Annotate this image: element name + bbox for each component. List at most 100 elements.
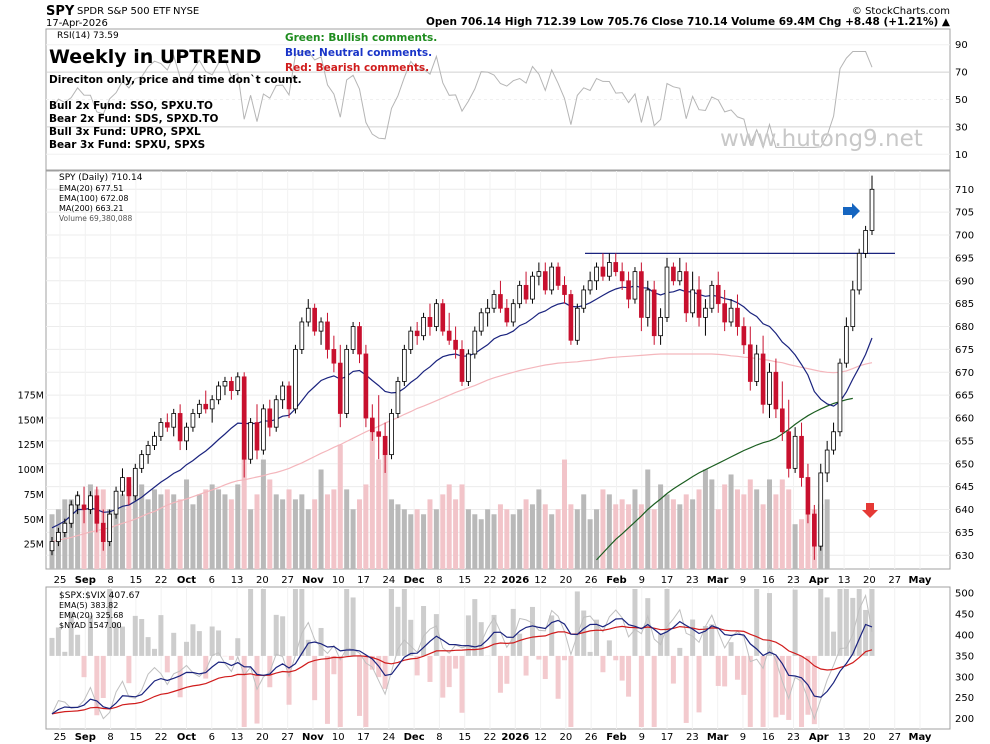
nyad-bar [446, 655, 452, 688]
legend-ma200: MA(200) 663.21 [59, 204, 123, 213]
nyad-bar [87, 615, 93, 656]
candle-body [56, 532, 61, 542]
nyad-bar [241, 655, 247, 727]
nyad-bar [747, 655, 753, 727]
volume-bar [75, 494, 81, 569]
volume-bar [491, 514, 497, 569]
date-tick-label: 6 [209, 732, 215, 743]
nyad-bar [863, 609, 869, 656]
chart-date: 17-Apr-2026 [46, 18, 108, 29]
nyad-bar [427, 655, 433, 682]
volume-bar [331, 489, 337, 569]
volume-tick-label: 125M [18, 440, 44, 451]
candle-body [856, 252, 862, 291]
candle-body [574, 307, 580, 341]
volume-bar [433, 509, 439, 569]
symbol: SPY [46, 4, 75, 19]
candle-body [530, 275, 535, 300]
nyad-bar [670, 655, 676, 684]
price-tick-label: 695 [955, 253, 974, 264]
nyad-bar [145, 637, 151, 656]
price-tick-label: 655 [955, 436, 974, 447]
volume-bar [792, 524, 798, 569]
candle-body [75, 495, 80, 506]
nyad-bar [49, 637, 55, 656]
candle-body [305, 307, 311, 323]
breadth-ema5-line [51, 618, 873, 715]
candle-body [145, 445, 151, 456]
volume-bar [574, 509, 580, 569]
volume-bar [670, 499, 676, 569]
nyad-bar [177, 655, 183, 698]
volume-bar [497, 504, 503, 569]
nyad-bar [734, 655, 740, 680]
candle-body [562, 284, 567, 295]
nyad-bar [619, 655, 625, 681]
volume-bar [408, 514, 414, 569]
candle-body [197, 403, 202, 414]
volume-bar [209, 484, 215, 569]
candle-body [344, 349, 350, 414]
volume-bar [683, 494, 689, 569]
volume-bar [228, 499, 234, 569]
price-tick-label: 665 [955, 391, 974, 402]
candle-body [402, 349, 407, 382]
nyad-bar [702, 625, 708, 656]
date-tick-label: Feb [606, 732, 626, 743]
nyad-bar [350, 597, 356, 656]
candle-body [254, 422, 260, 451]
volume-bars [49, 394, 830, 569]
nyad-bar [472, 599, 478, 656]
volume-bar [741, 494, 747, 569]
date-tick-label: 22 [484, 732, 497, 743]
candle-body [504, 307, 510, 323]
candle-body [94, 495, 100, 524]
candle-body [203, 403, 209, 410]
volume-bar [145, 499, 151, 569]
nyad-bar [158, 615, 164, 656]
volume-bar [754, 489, 760, 569]
volume-bar [632, 489, 638, 569]
volume-bar [645, 469, 651, 569]
date-tick-label: 15 [130, 575, 143, 586]
nyad-bar [536, 655, 542, 660]
candle-body [107, 513, 112, 542]
date-tick-label: 27 [888, 732, 901, 743]
price-tick-label: 650 [955, 459, 974, 470]
volume-bar [369, 429, 375, 569]
nyad-bar [465, 615, 471, 656]
volume-bar [478, 519, 484, 569]
price-tick-label: 630 [955, 551, 974, 562]
nyad-bar [196, 631, 202, 656]
nyad-bar [119, 626, 125, 656]
nyad-bar [856, 589, 862, 656]
volume-bar [440, 494, 446, 569]
volume-tick-label: 100M [18, 465, 44, 476]
volume-bar [664, 494, 670, 569]
date-tick-label: Dec [404, 575, 425, 586]
volume-bar [305, 509, 311, 569]
nyad-bar [369, 655, 375, 670]
nyad-bar [139, 619, 145, 656]
volume-bar [344, 489, 350, 569]
date-tick-label: 24 [382, 575, 395, 586]
rsi-tick-label: 50 [955, 95, 968, 106]
date-tick-label: 22 [155, 575, 168, 586]
price-tick-label: 690 [955, 276, 974, 287]
price-tick-label: 685 [955, 299, 974, 310]
candle-body [421, 316, 426, 337]
nyad-bar [132, 615, 138, 656]
volume-tick-label: 150M [18, 415, 44, 426]
candle-body [754, 353, 760, 382]
price-tick-label: 705 [955, 208, 974, 219]
volume-bar [235, 484, 241, 569]
candle-body [613, 262, 619, 273]
nyad-bar [209, 626, 215, 656]
candle-body [715, 284, 721, 305]
date-tick-label: 24 [382, 732, 395, 743]
price-tick-label: 700 [955, 231, 974, 242]
nyad-bar [555, 655, 561, 699]
volume-bar [427, 499, 433, 569]
candle-body [427, 316, 433, 327]
date-tick-label: 22 [484, 575, 497, 586]
